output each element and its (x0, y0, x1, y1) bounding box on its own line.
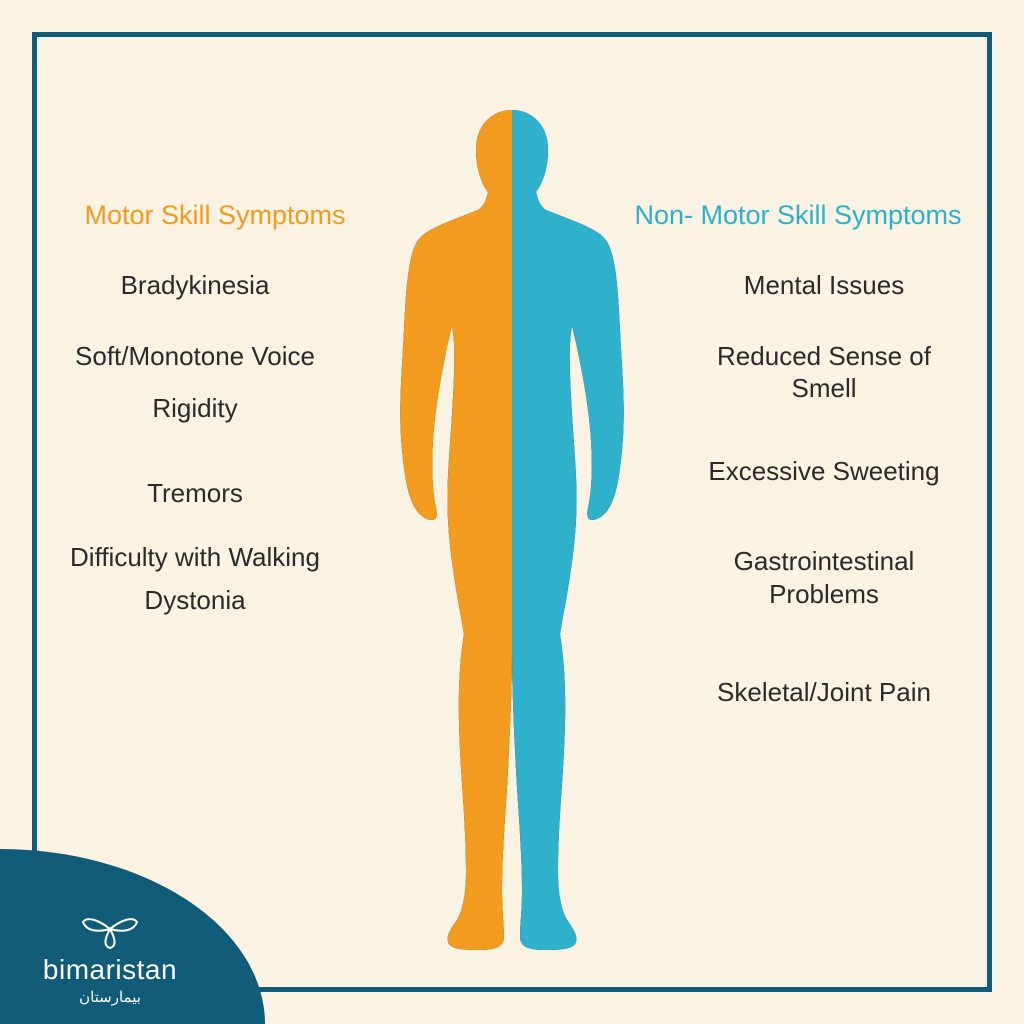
motor-symptoms-column: Motor Skill Symptoms Bradykinesia Soft/Mo… (60, 200, 400, 660)
motor-symptom-item: Rigidity (60, 392, 400, 425)
logo-arabic-text: بيمارستان (79, 988, 141, 1006)
motor-symptom-item: Tremors (60, 477, 400, 510)
nonmotor-symptom-item: Skeletal/Joint Pain (624, 676, 964, 709)
motor-symptom-item: Soft/Monotone Voice (60, 340, 400, 373)
motor-symptom-item: Difficulty with Walking (60, 541, 400, 574)
logo-corner: bimaristan بيمارستان (0, 849, 265, 1024)
human-body-silhouette (358, 110, 666, 950)
nonmotor-symptom-item: Excessive Sweeting (624, 455, 964, 488)
nonmotor-symptom-item: Gastrointestinal Problems (624, 545, 964, 610)
content-area: Motor Skill Symptoms Bradykinesia Soft/Mo… (0, 0, 1024, 1024)
motor-header: Motor Skill Symptoms (60, 200, 400, 231)
motor-symptom-item: Dystonia (60, 584, 400, 617)
nonmotor-header: Non- Motor Skill Symptoms (624, 200, 964, 231)
logo-icon (81, 908, 139, 950)
nonmotor-symptom-item: Reduced Sense of Smell (624, 340, 964, 405)
infographic-canvas: Motor Skill Symptoms Bradykinesia Soft/Mo… (0, 0, 1024, 1024)
nonmotor-symptoms-column: Non- Motor Skill Symptoms Mental Issues R… (624, 200, 964, 751)
motor-symptom-item: Bradykinesia (60, 269, 400, 302)
body-svg (358, 110, 666, 950)
nonmotor-symptom-item: Mental Issues (624, 269, 964, 302)
logo-brand-text: bimaristan (43, 954, 177, 986)
